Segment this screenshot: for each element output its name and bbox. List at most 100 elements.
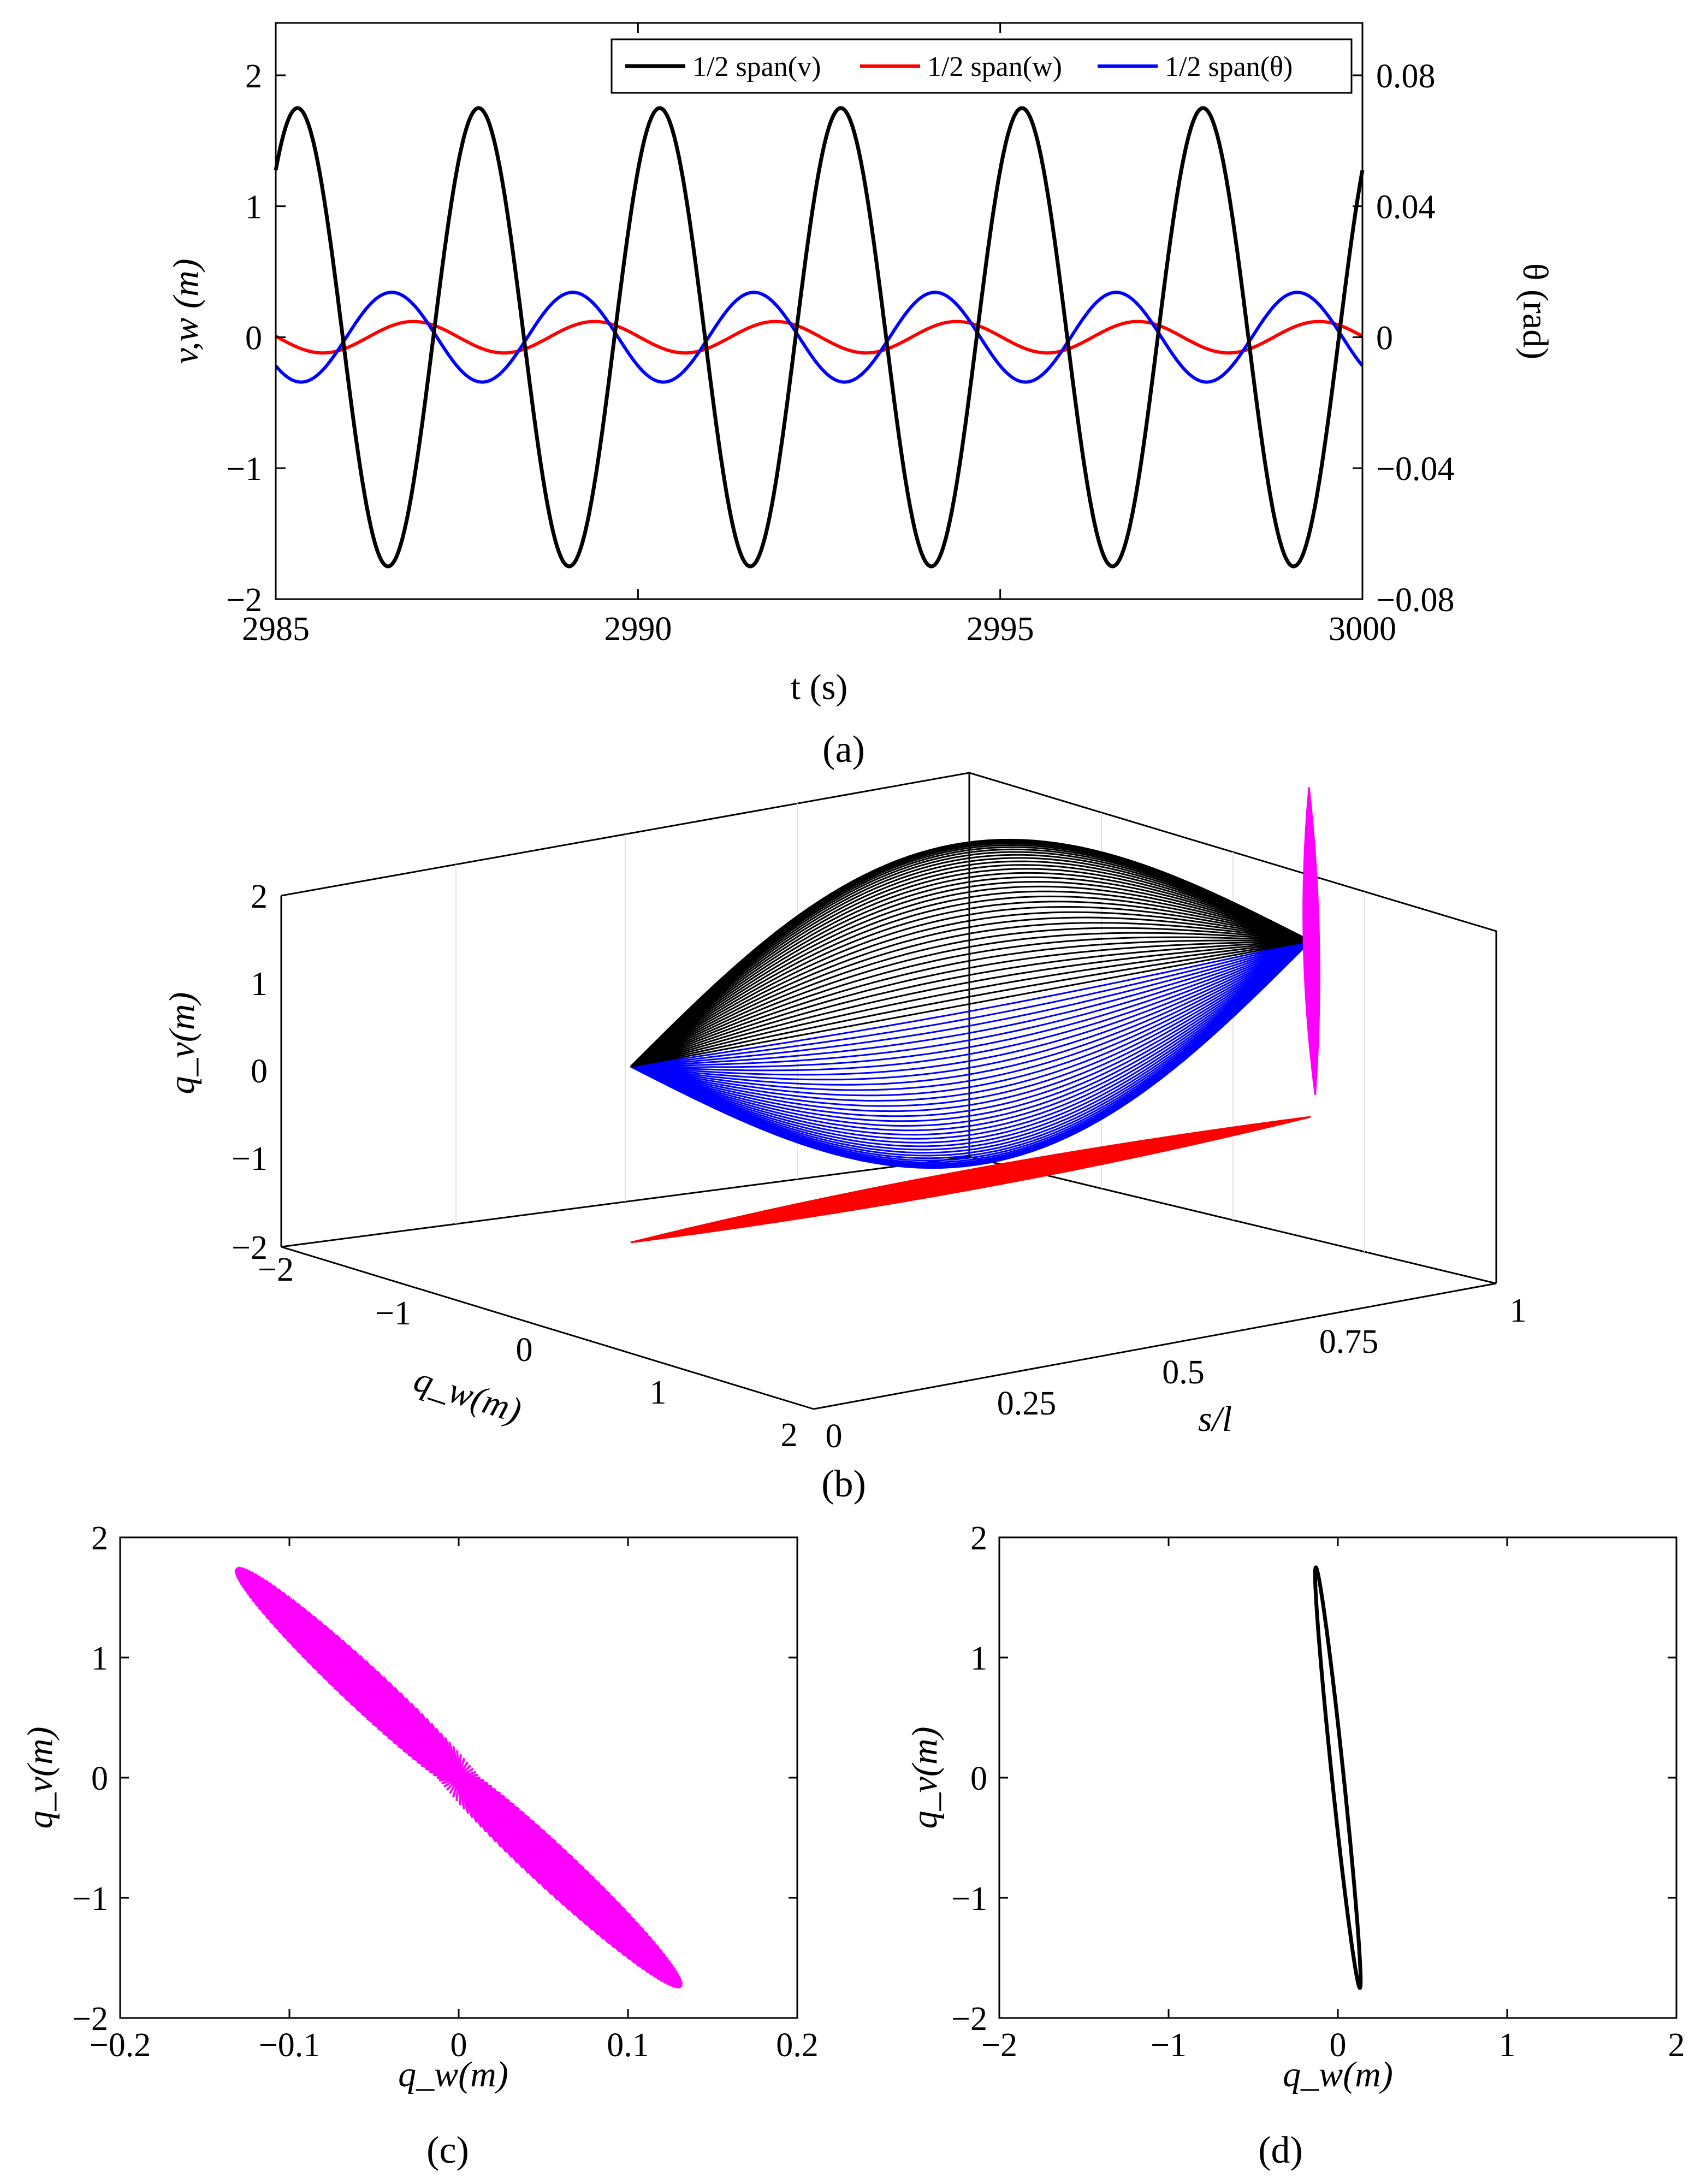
panel-a-axes-box bbox=[275, 22, 1364, 600]
panel-b-xlabel: s/l bbox=[1198, 1399, 1232, 1439]
panel-a-series bbox=[274, 106, 1365, 569]
panel-a-label: (a) bbox=[822, 729, 865, 771]
yticklabel: 2 bbox=[781, 1417, 798, 1454]
mode-shape-blue bbox=[630, 940, 1311, 1107]
mode-shape-blue bbox=[630, 940, 1311, 1102]
mode-shape-blue bbox=[630, 940, 1311, 1122]
mode-shape-black bbox=[630, 940, 1311, 1068]
mode-shape-black bbox=[630, 922, 1311, 1068]
panel-c-ylabel: q_v(m) bbox=[20, 1727, 60, 1829]
y2ticklabel: 0.08 bbox=[1376, 58, 1436, 95]
yticklabel: −2 bbox=[72, 2000, 108, 2038]
mode-shape-blue bbox=[630, 940, 1312, 1157]
yticklabel: 0 bbox=[245, 319, 262, 357]
yticklabel: −1 bbox=[72, 1880, 108, 1917]
mode-shape-black bbox=[630, 890, 1311, 1068]
mode-shape-blue bbox=[630, 940, 1312, 1162]
yticklabel: −2 bbox=[951, 2000, 987, 2038]
mode-shape-blue bbox=[630, 940, 1311, 1072]
mode-shape-blue bbox=[630, 940, 1312, 1169]
mode-shape-black bbox=[630, 940, 1311, 1068]
panel-c-ticks: −0.2 −0.1 0 0.1 0.2 −2 −1 0 1 2 bbox=[72, 1520, 819, 2064]
panel-c-curves bbox=[234, 1566, 683, 1989]
yticklabel: −1 bbox=[226, 451, 262, 488]
yticklabel: 0 bbox=[516, 1331, 533, 1369]
midspan-orbit bbox=[1313, 1565, 1363, 1991]
mode-shape-black bbox=[630, 905, 1311, 1068]
front-axis-qw bbox=[281, 1246, 814, 1410]
mode-shape-black bbox=[630, 885, 1311, 1068]
legend-box bbox=[611, 38, 1353, 94]
mode-shape-blue bbox=[630, 940, 1311, 1086]
front-axis-s bbox=[813, 1282, 1497, 1410]
mode-shape-black bbox=[630, 940, 1311, 1068]
mode-shape-black bbox=[630, 868, 1311, 1068]
mode-shape-blue bbox=[630, 940, 1311, 1068]
mode-shape-black bbox=[630, 872, 1311, 1068]
mode-shape-blue bbox=[630, 940, 1311, 1112]
xticklabel: 0.5 bbox=[1162, 1354, 1205, 1391]
xticklabel: −1 bbox=[1151, 2027, 1187, 2064]
yticklabel: −1 bbox=[951, 1880, 987, 1917]
end-orbit-magenta bbox=[1302, 787, 1320, 1095]
mode-shape-black bbox=[630, 860, 1311, 1068]
xticklabel: 2990 bbox=[604, 611, 672, 648]
legend-v-label: 1/2 span(v) bbox=[692, 51, 821, 82]
mode-shape-black bbox=[630, 932, 1311, 1068]
series-w-line bbox=[275, 319, 1364, 355]
mode-shape-blue bbox=[630, 940, 1311, 1136]
panel-d-ticks: −2 −1 0 1 2 −2 −1 0 1 2 bbox=[951, 1520, 1685, 2064]
yticklabel: −2 bbox=[258, 1251, 294, 1288]
yticklabel: 1 bbox=[245, 189, 262, 226]
panel-d-label: (d) bbox=[1258, 2129, 1303, 2171]
mode-shape-black bbox=[630, 936, 1311, 1068]
mode-shape-blue bbox=[630, 940, 1311, 1132]
xticklabel: 1 bbox=[1510, 1292, 1527, 1329]
panel-b-label: (b) bbox=[821, 1463, 866, 1505]
series-v-line bbox=[274, 106, 1365, 569]
panel-a: 2985 2990 2995 3000 −2 −1 0 1 2 −0.08 −0.04 0 0.04 0.… bbox=[166, 22, 1555, 771]
xticklabel: 1 bbox=[1499, 2027, 1516, 2064]
yticklabel: −2 bbox=[226, 582, 262, 619]
yticklabel: 2 bbox=[245, 58, 262, 95]
mode-shape-black bbox=[630, 895, 1311, 1068]
yticklabel: 0 bbox=[970, 1760, 987, 1797]
zticklabel: 1 bbox=[251, 966, 268, 1003]
mode-shape-black bbox=[630, 854, 1311, 1068]
mode-shape-blue bbox=[630, 940, 1311, 1117]
mode-shape-blue bbox=[630, 940, 1311, 1068]
panel-a-ticks: 2985 2990 2995 3000 −2 −1 0 1 2 −0.08 −0.04 0 0.04 0.… bbox=[226, 23, 1454, 648]
panel-b: 2 1 0 −1 −2 −2 −1 0 1 2 0 0.25 0.5 0.75 … bbox=[162, 772, 1527, 1505]
yticklabel: −1 bbox=[375, 1295, 411, 1332]
mode-shape-black bbox=[630, 851, 1311, 1068]
xticklabel: −2 bbox=[981, 2027, 1017, 2064]
yticklabel: 1 bbox=[970, 1640, 987, 1677]
zticklabel: −2 bbox=[232, 1229, 268, 1266]
mode-shape-black bbox=[630, 880, 1311, 1068]
xticklabel: 0 bbox=[451, 2027, 467, 2064]
mode-shape-black bbox=[630, 940, 1311, 1068]
series-theta-line bbox=[274, 291, 1364, 384]
y2ticklabel: −0.08 bbox=[1376, 582, 1454, 619]
mode-shape-black bbox=[630, 844, 1311, 1068]
panel-a-y2label: θ (rad) bbox=[1515, 263, 1555, 359]
legend-theta-label: 1/2 span(θ) bbox=[1165, 51, 1293, 82]
mode-shape-black bbox=[630, 940, 1311, 1068]
xticklabel: 0.25 bbox=[997, 1385, 1057, 1422]
panel-d: −2 −1 0 1 2 −2 −1 0 1 2 q_v(m) q_w(m) (d) bbox=[905, 1520, 1685, 2171]
xticklabel: 0 bbox=[1330, 2027, 1347, 2064]
mode-shape-black bbox=[630, 916, 1311, 1068]
panel-c-label: (c) bbox=[426, 2129, 469, 2171]
mode-shape-black bbox=[630, 848, 1311, 1068]
zticklabel: 2 bbox=[251, 878, 268, 915]
mode-shape-black bbox=[630, 940, 1311, 1068]
mode-shape-blue bbox=[630, 940, 1312, 1154]
mode-shape-blue bbox=[630, 940, 1311, 1097]
zticklabel: −1 bbox=[232, 1140, 268, 1177]
mode-shape-blue bbox=[630, 940, 1312, 1151]
mode-shape-blue bbox=[630, 940, 1312, 1159]
mode-shape-blue bbox=[630, 940, 1311, 1147]
mode-shape-black bbox=[630, 857, 1311, 1068]
xticklabel: −0.2 bbox=[90, 2027, 151, 2064]
